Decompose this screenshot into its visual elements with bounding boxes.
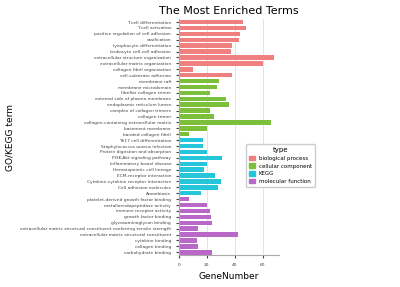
Bar bbox=[179, 79, 219, 83]
Bar bbox=[179, 244, 198, 249]
Bar bbox=[179, 132, 189, 136]
Bar bbox=[179, 167, 204, 172]
Bar bbox=[179, 173, 215, 178]
Bar bbox=[179, 120, 271, 125]
Bar bbox=[179, 55, 274, 60]
Bar bbox=[179, 85, 216, 89]
X-axis label: GeneNumber: GeneNumber bbox=[199, 272, 259, 282]
Bar bbox=[179, 191, 201, 195]
Bar bbox=[179, 43, 232, 48]
Bar bbox=[179, 102, 229, 107]
Bar bbox=[179, 232, 238, 237]
Bar bbox=[179, 91, 210, 95]
Bar bbox=[179, 138, 203, 142]
Bar bbox=[179, 38, 239, 42]
Bar bbox=[179, 67, 193, 71]
Y-axis label: GO/KEGG term: GO/KEGG term bbox=[6, 104, 14, 171]
Bar bbox=[179, 108, 210, 113]
Legend: biological process, cellular component, KEGG, molecular function: biological process, cellular component, … bbox=[246, 144, 315, 187]
Bar bbox=[179, 144, 203, 148]
Bar bbox=[179, 226, 198, 231]
Bar bbox=[179, 114, 214, 119]
Bar bbox=[179, 185, 218, 190]
Bar bbox=[179, 250, 212, 255]
Bar bbox=[179, 209, 210, 213]
Bar bbox=[179, 49, 230, 54]
Bar bbox=[179, 162, 207, 166]
Bar bbox=[179, 221, 212, 225]
Bar bbox=[179, 20, 243, 24]
Bar bbox=[179, 215, 211, 219]
Bar bbox=[179, 203, 207, 207]
Title: The Most Enriched Terms: The Most Enriched Terms bbox=[159, 5, 299, 15]
Bar bbox=[179, 179, 221, 184]
Bar bbox=[179, 150, 207, 154]
Bar bbox=[179, 97, 226, 101]
Bar bbox=[179, 32, 240, 36]
Bar bbox=[179, 61, 263, 66]
Bar bbox=[179, 197, 189, 201]
Bar bbox=[179, 26, 246, 30]
Bar bbox=[179, 126, 207, 131]
Bar bbox=[179, 156, 222, 160]
Bar bbox=[179, 238, 197, 243]
Bar bbox=[179, 73, 232, 77]
